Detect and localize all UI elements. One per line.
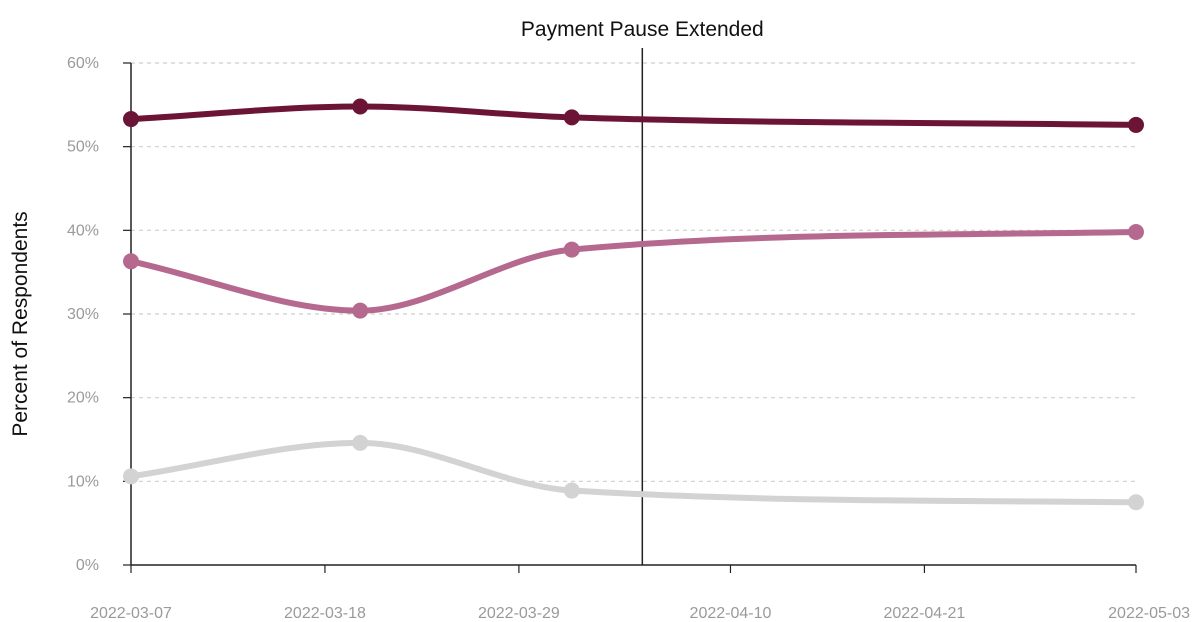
x-tick-label: 2022-05-03 — [1108, 605, 1190, 622]
y-tick-label: 0% — [76, 557, 99, 574]
x-tick-label: 2022-03-29 — [478, 605, 560, 622]
y-tick-label: 20% — [67, 390, 99, 407]
series-1-point — [123, 111, 139, 128]
series-3-point — [1128, 494, 1144, 511]
y-tick-label: 10% — [67, 473, 99, 490]
series-1-point — [563, 109, 580, 126]
y-tick-label: 60% — [67, 55, 99, 72]
x-tick-label: 2022-03-18 — [284, 605, 366, 622]
series-2-point — [1128, 224, 1144, 241]
series-line-3 — [128, 439, 1139, 506]
x-tick-label: 2022-04-10 — [690, 605, 772, 622]
x-tick-label: 2022-03-07 — [90, 605, 172, 622]
series-2-point — [123, 253, 139, 270]
series-3-point — [352, 434, 369, 451]
series-3-point — [123, 468, 139, 485]
series-line-2 — [128, 229, 1139, 314]
series-line-1 — [128, 103, 1139, 128]
series-2-point — [563, 241, 580, 258]
annotation-label: Payment Pause Extended — [521, 18, 764, 41]
x-tick-label: 2022-04-21 — [883, 605, 965, 622]
y-tick-label: 50% — [67, 139, 99, 156]
y-axis-title: Percent of Respondents — [9, 211, 32, 436]
series-1-point — [1128, 116, 1144, 133]
series-3-point — [563, 482, 580, 499]
y-tick-label: 30% — [67, 306, 99, 323]
y-tick-label: 40% — [67, 222, 99, 239]
series-2-point — [352, 302, 369, 319]
series-1-point — [352, 98, 369, 115]
